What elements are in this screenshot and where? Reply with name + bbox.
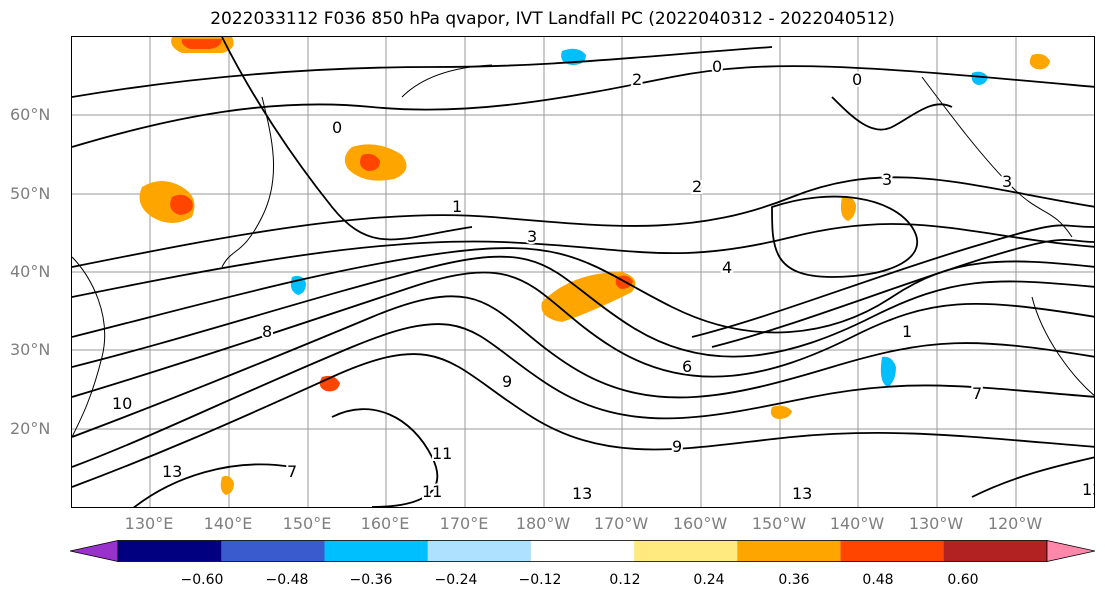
colorbar-tick-label: −0.36 [349,572,393,588]
contour-value-label: 2 [632,70,642,89]
colorbar-tick-label: 0.48 [862,572,894,588]
colorbar-segment [634,540,738,562]
lon-label-130w: 130°W [908,514,964,533]
contour-value-label: 0 [712,57,722,76]
contour-value-label: 9 [502,372,512,391]
contour-value-label: 9 [672,437,682,456]
colorbar-extend-high [1046,540,1095,562]
patch-top-right-blue [971,71,988,85]
colorbar-tick-label: −0.24 [434,572,478,588]
lat-label-40n: 40°N [10,262,51,281]
contour-value-label: 0 [332,118,342,137]
ivt-contours [72,37,1094,507]
patch-ne-pacific [840,196,856,221]
colorbar [70,540,1095,562]
map-canvas: 0020213341376910811911131313713 [72,37,1095,507]
patch-top-right-orange [1029,53,1050,70]
colorbar-segment [427,540,532,562]
figure-title: 2022033112 F036 850 hPa qvapor, IVT Land… [210,9,895,29]
colorbar-extend-low [70,540,119,562]
contour-value-label: 3 [1002,172,1012,191]
lon-label-160w: 160°W [672,514,728,533]
contour-value-label: 13 [792,484,812,503]
contour-labels: 0020213341376910811911131313713 [110,55,1095,505]
lon-label-140e: 140°E [203,514,253,533]
contour-value-label: 1 [902,322,912,341]
lon-label-130e: 130°E [124,514,174,533]
colorbar-tick-label: −0.48 [265,572,309,588]
colorbar-tick-label: −0.12 [518,572,562,588]
contour-value-label: 11 [422,482,442,501]
lat-label-60n: 60°N [10,105,51,124]
colorbar-tick-label: −0.60 [180,572,224,588]
contour-value-label: 1 [452,197,462,216]
lon-label-150w: 150°W [751,514,807,533]
colorbar-segment [118,540,222,562]
contour-value-label: 4 [722,258,732,277]
contour-value-label: 6 [682,357,692,376]
patch-top-left-core [181,39,222,49]
patch-east-blue [880,356,896,387]
contour-value-label: 3 [527,227,537,246]
colorbar-segment [530,540,635,562]
colorbar-segment [737,540,842,562]
colorbar-segment [840,540,945,562]
patch-south-orange [220,475,234,495]
colorbar-segment [221,540,325,562]
lat-label-50n: 50°N [10,184,51,203]
colorbar-tick-label: 0.12 [609,572,641,588]
map-panel: 0020213341376910811911131313713 [71,36,1095,508]
patch-nw-asia-core [170,194,193,215]
gridlines [72,37,1094,507]
patch-japan-core [360,153,380,171]
contour-value-label: 3 [882,170,892,189]
coastlines [72,64,1094,438]
lon-label-120w: 120°W [987,514,1043,533]
lon-label-180w: 180°W [515,514,571,533]
colorbar-tick-label: 0.24 [693,572,725,588]
contour-value-label: 7 [287,462,297,481]
lat-label-20n: 20°N [10,419,51,438]
colorbar-tick-label: 0.36 [778,572,810,588]
colorbar-segment [943,540,1048,562]
lon-label-160e: 160°E [360,514,410,533]
colorbar-segment [324,540,429,562]
contour-value-label: 10 [112,394,132,413]
lon-label-170e: 170°E [439,514,489,533]
contour-value-label: 13 [162,462,182,481]
contour-value-label: 13 [1082,480,1095,499]
contour-value-label: 8 [262,322,272,341]
lon-label-140w: 140°W [829,514,885,533]
lon-label-150e: 150°E [282,514,332,533]
colorbar-tick-label: 0.60 [947,572,979,588]
lat-label-30n: 30°N [10,340,51,359]
contour-value-label: 2 [692,177,702,196]
contour-value-label: 0 [852,70,862,89]
contour-value-label: 13 [572,484,592,503]
contour-value-label: 7 [972,384,982,403]
contour-value-label: 11 [432,444,452,463]
patch-sw-orange [770,405,792,419]
patch-mid-pacific [541,272,636,322]
lon-label-170w: 170°W [593,514,649,533]
